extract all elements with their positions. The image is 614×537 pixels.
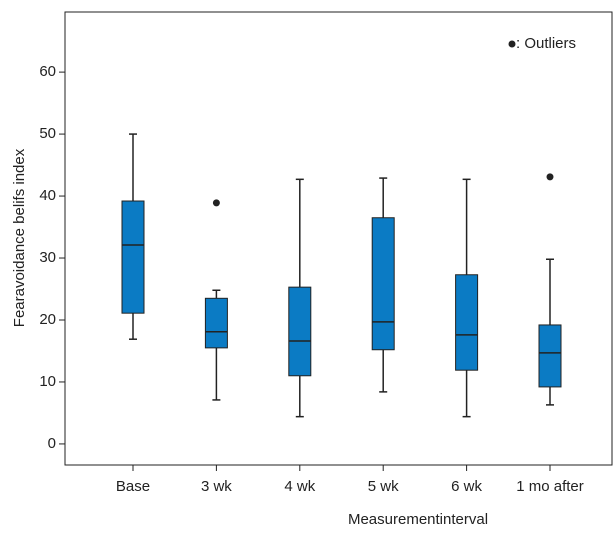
legend-text: : Outliers	[516, 35, 576, 52]
y-tick-label: 30	[39, 249, 56, 266]
box	[204, 297, 228, 349]
plot-frame	[64, 11, 613, 466]
outlier	[546, 173, 554, 181]
y-tick-label: 10	[39, 373, 56, 390]
x-tick-label: 4 wk	[284, 478, 315, 495]
box	[455, 274, 479, 371]
y-tick-label: 60	[39, 63, 56, 80]
box	[538, 324, 562, 388]
box	[288, 286, 312, 377]
y-tick-label: 50	[39, 125, 56, 142]
box	[371, 217, 395, 351]
x-tick-label: Base	[116, 478, 150, 495]
legend-marker	[508, 40, 516, 48]
x-tick-label: 6 wk	[451, 478, 482, 495]
y-tick-label: 0	[48, 435, 56, 452]
x-axis-label: Measurementinterval	[348, 511, 488, 528]
outlier	[212, 199, 220, 207]
y-axis-label: Fearavoidance belifs index	[11, 148, 28, 327]
y-tick-label: 40	[39, 187, 56, 204]
box	[121, 200, 145, 314]
x-tick-label: 3 wk	[201, 478, 232, 495]
x-tick-label: 1 mo after	[516, 478, 584, 495]
x-tick-label: 5 wk	[368, 478, 399, 495]
y-tick-label: 20	[39, 311, 56, 328]
